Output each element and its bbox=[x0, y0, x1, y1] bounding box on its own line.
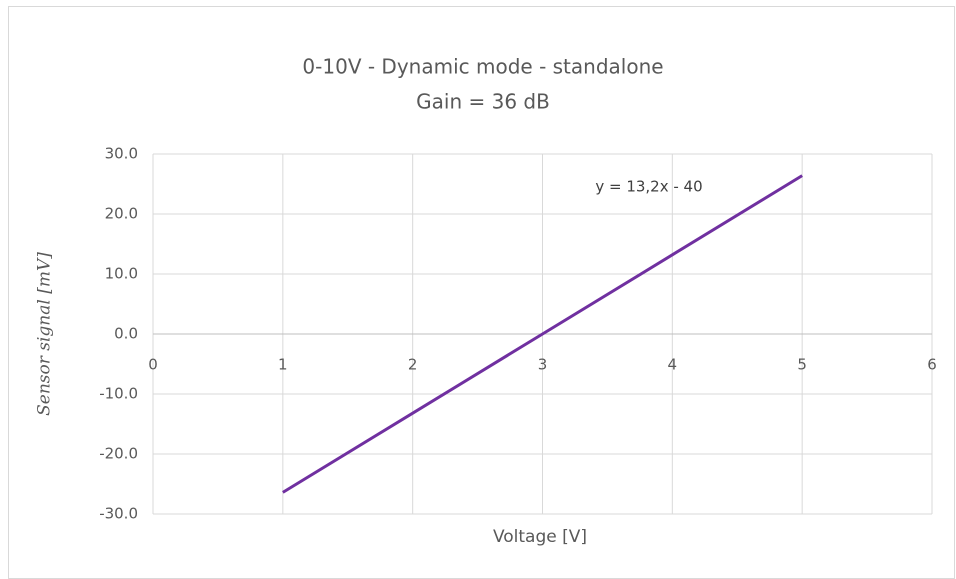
chart-subtitle: Gain = 36 dB bbox=[416, 90, 550, 114]
y-tick-label: 30.0 bbox=[105, 145, 138, 163]
y-tick-label: -30.0 bbox=[99, 505, 138, 523]
x-axis-label: Voltage [V] bbox=[493, 527, 587, 547]
line bbox=[282, 174, 803, 494]
y-axis-label: Sensor signal [mV] bbox=[35, 252, 55, 416]
x-tick-label: 6 bbox=[927, 356, 937, 374]
chart-border bbox=[8, 6, 955, 579]
y-tick-label: 20.0 bbox=[105, 205, 138, 223]
x-tick-label: 5 bbox=[797, 356, 807, 374]
trendline-equation: y = 13,2x - 40 bbox=[595, 178, 702, 196]
x-tick-label: 1 bbox=[278, 356, 288, 374]
y-tick-label: -10.0 bbox=[99, 385, 138, 403]
chart-title: 0-10V - Dynamic mode - standalone bbox=[302, 55, 663, 79]
x-tick-label: 0 bbox=[148, 356, 158, 374]
x-tick-label: 2 bbox=[408, 356, 418, 374]
x-tick-label: 4 bbox=[668, 356, 678, 374]
x-tick-label: 3 bbox=[538, 356, 548, 374]
y-tick-label: -20.0 bbox=[99, 445, 138, 463]
y-tick-label: 0.0 bbox=[114, 325, 138, 343]
y-tick-label: 10.0 bbox=[105, 265, 138, 283]
